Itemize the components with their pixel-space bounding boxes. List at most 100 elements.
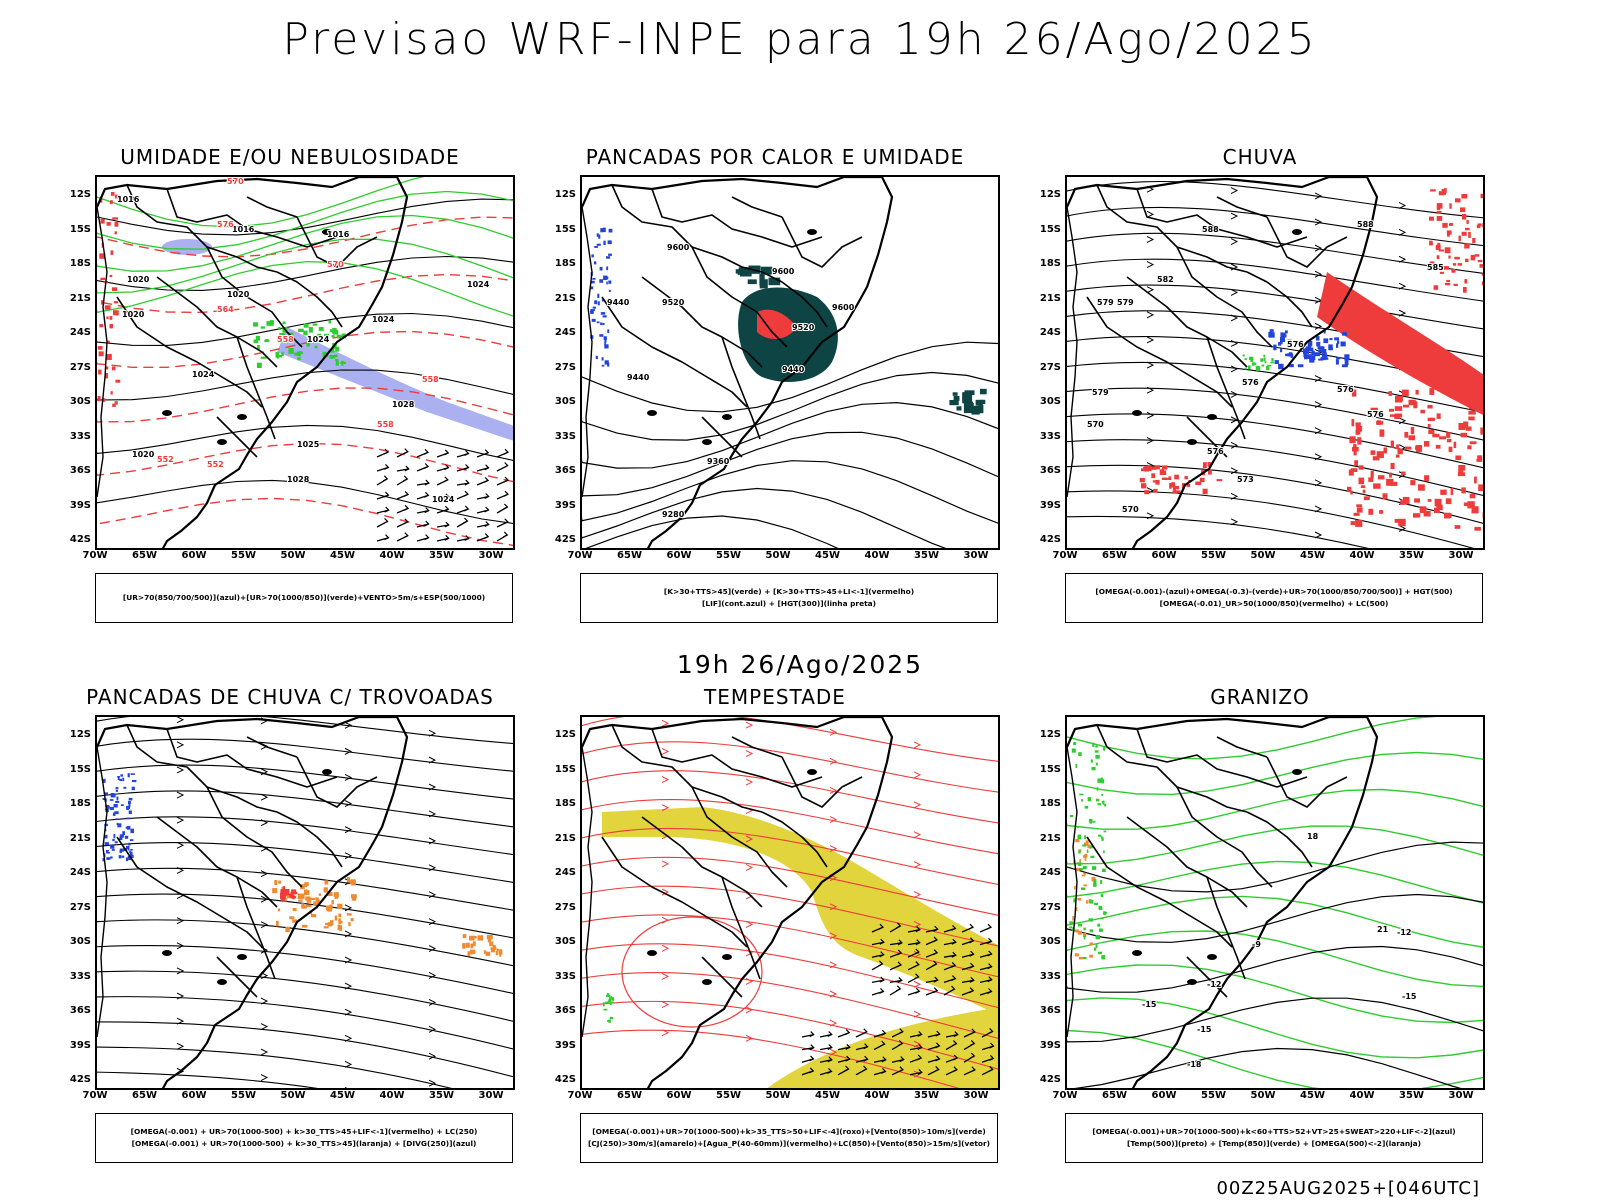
vector-head — [969, 950, 975, 957]
lif-contour — [600, 322, 603, 326]
vector-head — [443, 476, 449, 483]
wind850-green-area — [606, 995, 611, 998]
lat-tick-label: 18S — [69, 798, 91, 809]
rain-blue-area — [1340, 341, 1346, 347]
flow-arrow — [176, 791, 185, 799]
vector-head — [969, 962, 975, 969]
lon-tick-label: 55W — [1201, 1090, 1226, 1101]
flow-arrow — [176, 992, 185, 1000]
rain-red-area — [1355, 422, 1361, 427]
vector-head — [484, 464, 490, 471]
map-canvas — [97, 717, 513, 1088]
lake — [322, 229, 332, 235]
omega-orange-area — [1075, 907, 1078, 912]
map-canvas: 1016 1016 1016 1020 1020 1020 1024 1024 1024 1028… — [97, 177, 513, 548]
flow-arrow — [344, 982, 353, 990]
divergence-blue-area — [131, 780, 137, 783]
convection-orange-area — [304, 882, 309, 886]
lat-tick-label: 42S — [69, 1074, 91, 1085]
divergence-blue-area — [109, 806, 114, 810]
panel-title: TEMPESTADE — [704, 685, 846, 709]
low-level-humidity-area — [278, 327, 281, 330]
low-level-humidity-area — [306, 344, 309, 347]
temp850-contour — [1084, 805, 1089, 809]
rain-red-area — [1317, 272, 1483, 415]
rain-red-area — [1351, 419, 1355, 427]
rain-green-area — [1253, 362, 1257, 365]
temp850-contour — [1095, 762, 1098, 766]
divergence-blue-area — [117, 776, 120, 778]
lake — [1187, 979, 1197, 985]
rain-red-area — [1358, 465, 1364, 470]
rain-red-area — [1350, 521, 1355, 526]
panel-legend: [OMEGA(-0.001)-(azul)+OMEGA(-0.3)-(verde… — [1065, 573, 1483, 623]
rain-red-area — [1420, 409, 1425, 414]
temp850-contour — [1078, 850, 1081, 854]
divergence-blue-area — [125, 857, 129, 862]
lon-tick-label: 45W — [815, 550, 840, 561]
divergence-blue-area — [110, 844, 115, 849]
vector-head — [879, 976, 885, 983]
convective-green-area — [975, 399, 983, 406]
thickness-contour — [100, 277, 106, 281]
rain-red-area — [1463, 421, 1469, 429]
temp850-contour — [1103, 747, 1106, 751]
lif-contour — [590, 286, 594, 290]
temp850-contour — [1076, 862, 1079, 865]
rain-blue-area — [1316, 341, 1321, 347]
vector-head — [989, 1042, 995, 1049]
lat-tick-label: 21S — [554, 832, 576, 844]
lif-contour — [591, 254, 594, 258]
lon-tick-label: 70W — [1052, 1090, 1078, 1101]
rain-green-area — [1250, 359, 1254, 362]
flow-arrow — [913, 920, 922, 928]
lc850-streamline — [582, 741, 998, 793]
vector-head — [384, 506, 390, 513]
rain-red-area — [1462, 213, 1467, 220]
omega-orange-area — [1083, 933, 1087, 937]
rain-red-area — [1476, 458, 1483, 462]
divergence-blue-area — [130, 773, 135, 775]
vector-head — [935, 1042, 941, 1049]
low-level-humidity-area — [264, 339, 270, 342]
convection-orange-area — [325, 905, 331, 911]
vector-head — [484, 506, 490, 513]
convection-orange-area — [323, 887, 328, 893]
legend-line: [K>30+TTS>45](verde) + [K>30+TTS>45+LI<-… — [663, 587, 915, 596]
lif-contour — [597, 293, 600, 299]
lat-tick-label: 39S — [1039, 1039, 1061, 1051]
vector-head — [444, 493, 450, 500]
legend-line: [OMEGA(-0.001)-(azul)+OMEGA(-0.3)-(verde… — [1095, 587, 1453, 596]
vector-head — [403, 475, 409, 482]
rain-red-area — [1404, 431, 1409, 438]
flow-arrow — [428, 729, 437, 737]
vector-head — [988, 1027, 994, 1034]
lon-tick-label: 50W — [1250, 550, 1276, 561]
temp850-contour — [1089, 929, 1094, 933]
vector-head — [384, 491, 390, 498]
rain-red-area — [1482, 512, 1483, 518]
divergence-blue-area — [128, 800, 131, 805]
flow-arrow — [176, 766, 185, 774]
rain-red-area — [1395, 413, 1403, 418]
flow-arrow — [260, 819, 269, 827]
vector-head — [933, 976, 939, 983]
rain-red-area — [1429, 388, 1435, 395]
divergence-blue-area — [131, 786, 135, 791]
divergence-blue-area — [116, 822, 119, 826]
lat-tick-label: 36S — [1039, 465, 1061, 476]
temp850-contour — [1096, 798, 1100, 802]
flow-arrow — [344, 1034, 353, 1042]
convection-orange-area — [462, 943, 466, 949]
vector-head — [881, 1029, 887, 1036]
vector-head — [403, 448, 409, 455]
divergence-blue-area — [102, 798, 105, 800]
convection-orange-area — [307, 897, 312, 901]
rain-red-area — [1469, 493, 1476, 499]
flow-arrow — [661, 1029, 670, 1037]
rain-red-area — [1454, 525, 1461, 529]
isobar-contour — [97, 424, 513, 461]
flow-arrow — [1230, 238, 1239, 245]
convective-red-area — [757, 309, 797, 339]
rain-red-area — [1465, 258, 1469, 263]
